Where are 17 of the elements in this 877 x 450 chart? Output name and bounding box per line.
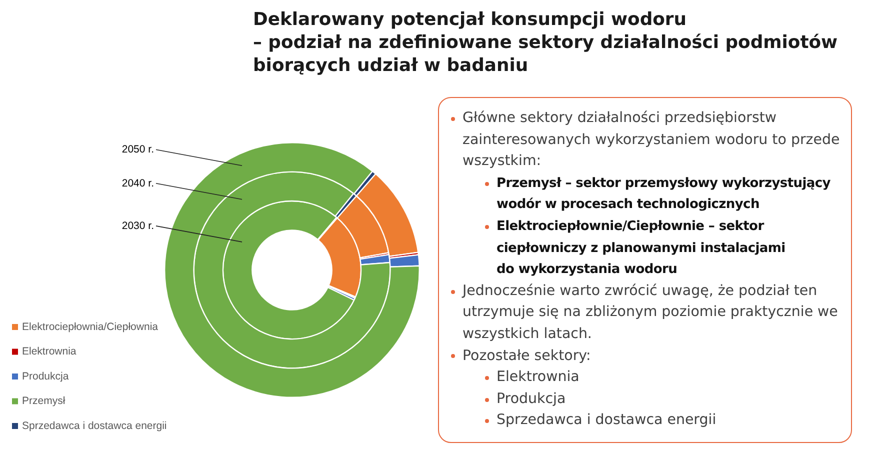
text: Deklarowany potencjał konsumpcji wodoru – podział na zdefiniowane sektory działalności podmiotów biorących udział w badaniu: [253, 8, 839, 77]
legend-label: Sprzedawca i dostawca energii: [22, 420, 167, 432]
text: Główne sektory działalności przedsiębiorstw zainteresowanych wykorzystaniem wodoru to przede wszystkim:: [462, 110, 840, 170]
text: Elektrociepłownie/Ciepłownie – sektor ciepłowniczy z planowanymi instalacjami do wykorzystania wodoru: [496, 218, 786, 278]
legend-label: Elektrociepłownia/Ciepłownia: [22, 320, 158, 333]
text: Pozostałe sektory:: [462, 348, 591, 364]
text: Jednocześnie warto zwrócić uwagę, że podział ten utrzymuje się na zbliżonym poziomie praktycznie we wszystkich latach.: [462, 282, 838, 342]
legend-label: Przemysł: [22, 395, 66, 408]
legend-label: Elektrownia: [22, 346, 76, 358]
slice-label: 2040 r.: [122, 177, 154, 190]
text: Produkcja: [496, 390, 566, 407]
text: Sprzedawca i dostawca energii: [496, 412, 716, 428]
slice-label: 2050 r.: [122, 144, 154, 156]
text: Przemysł – sektor przemysłowy wykorzystujący wodór w procesach technologicznych: [496, 176, 830, 212]
slice-label: 2030 r.: [122, 220, 154, 232]
legend-label: Produkcja: [22, 370, 69, 382]
text: Elektrownia: [496, 369, 580, 386]
